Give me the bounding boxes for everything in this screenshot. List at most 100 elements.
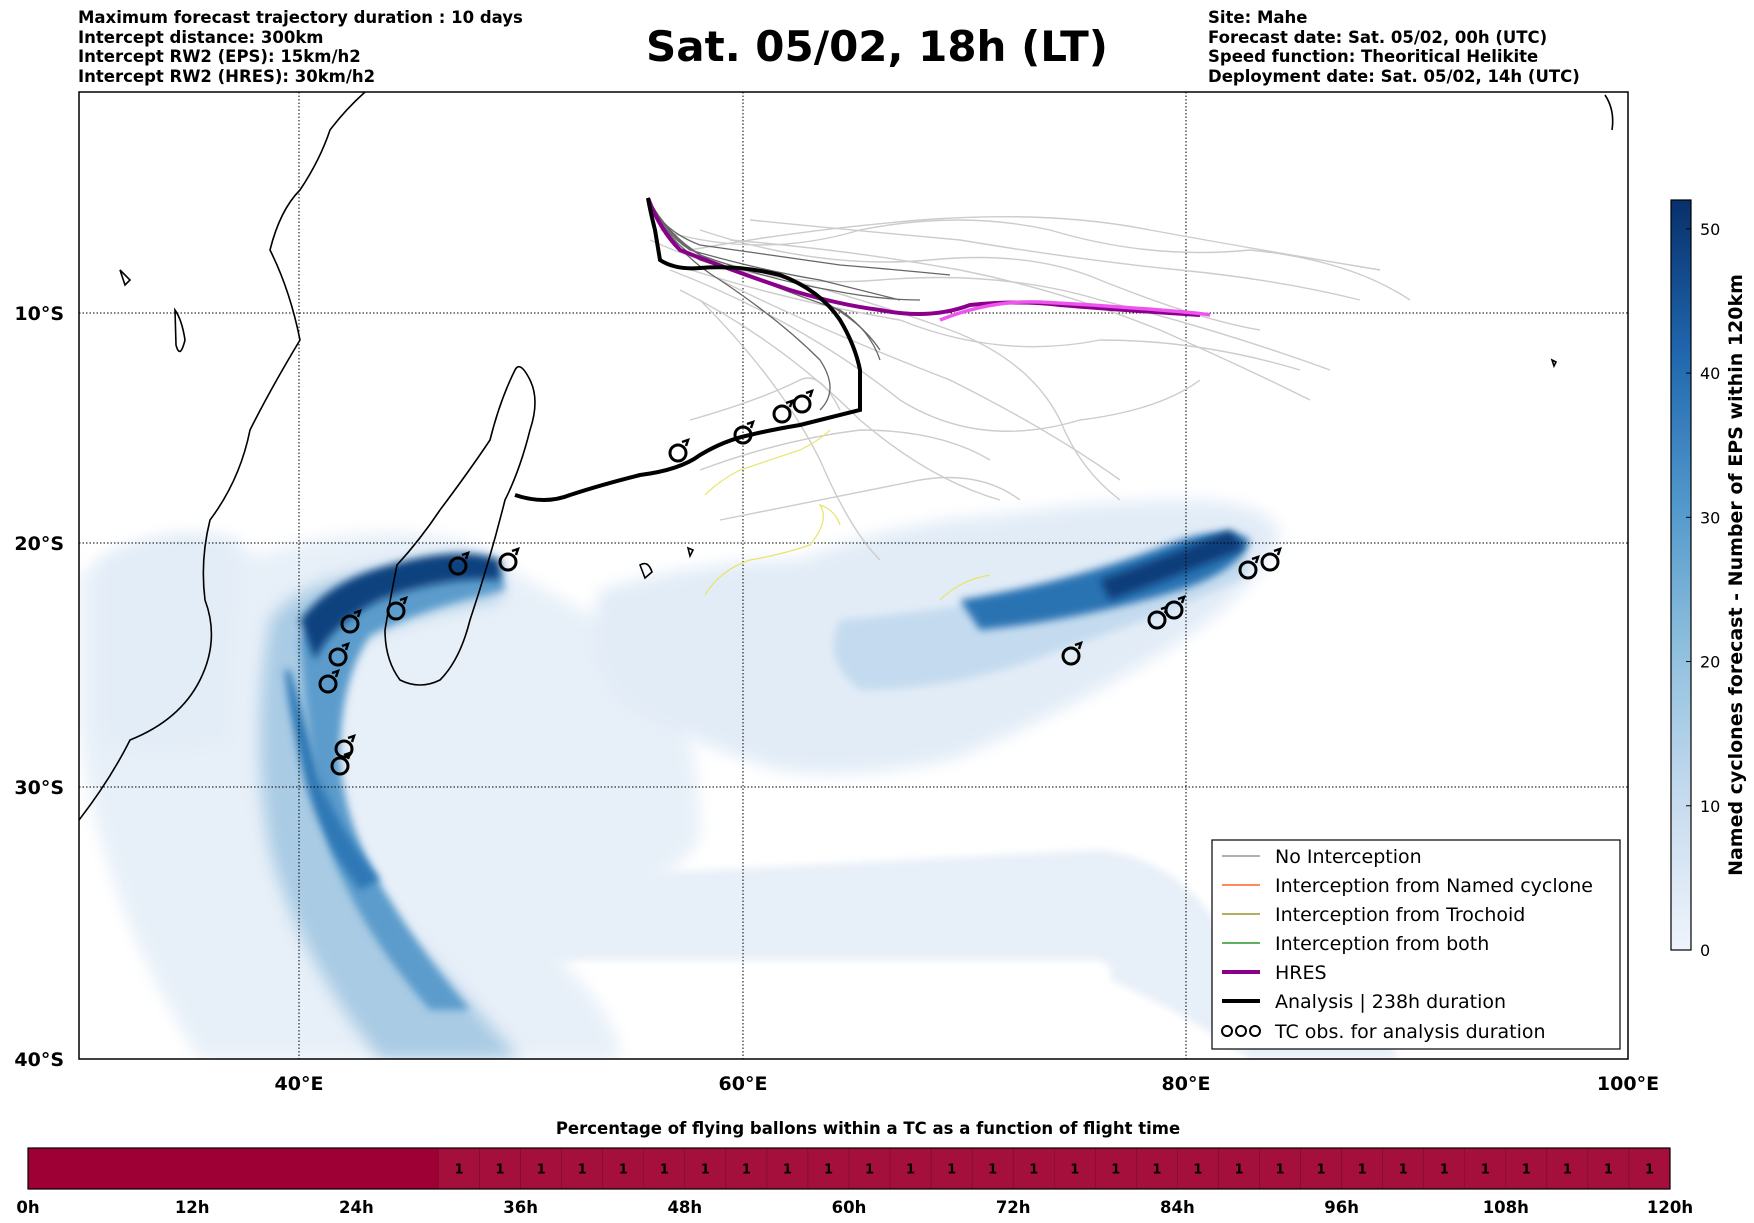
timebar-cell-value: 1	[988, 1163, 997, 1178]
timebar-cell	[1423, 1147, 1465, 1190]
axis-labels: 10°S 20°S 30°S 40°S 40°E 60°E 80°E 100°E	[14, 303, 1659, 1095]
timebar-cell	[1054, 1147, 1096, 1190]
timebar-tick-label: 0h	[16, 1198, 39, 1217]
param-rw2-eps: Intercept RW2 (EPS): 15km/h2	[78, 47, 361, 66]
param-duration: Maximum forecast trajectory duration : 1…	[78, 8, 523, 27]
tc-obs-icon	[334, 734, 356, 759]
legend-label: Analysis | 238h duration	[1275, 991, 1506, 1013]
timebar-cell	[1464, 1147, 1507, 1190]
timebar-cell-value: 1	[824, 1163, 833, 1178]
map-grid	[79, 92, 1628, 1059]
legend-label: TC obs. for analysis duration	[1274, 1021, 1546, 1043]
hres-trajectory	[646, 197, 1201, 317]
timebar-cell-value: 1	[455, 1163, 464, 1178]
timebar-tick-label: 108h	[1483, 1198, 1529, 1217]
colorbar-tick-label: 10	[1700, 797, 1720, 816]
timebar-tick-label: 60h	[832, 1198, 867, 1217]
tc-obs-icon	[448, 551, 470, 576]
timebar-cell-value: 1	[537, 1163, 546, 1178]
timebar-tick-label: 72h	[996, 1198, 1031, 1217]
deployment-date: Deployment date: Sat. 05/02, 14h (UTC)	[1208, 66, 1580, 86]
forecast-date: Forecast date: Sat. 05/02, 00h (UTC)	[1208, 27, 1548, 47]
map-border	[78, 91, 1629, 1060]
cyclone-density-east	[593, 500, 1280, 774]
tc-obs-icon	[318, 669, 340, 694]
legend-label: No Interception	[1275, 846, 1422, 868]
timebar-cell-value: 1	[1481, 1163, 1490, 1178]
colorbar-gradient	[1670, 199, 1692, 951]
timebar-cell-value: 1	[1645, 1163, 1654, 1178]
timebar-cell-value: 1	[1193, 1163, 1202, 1178]
colorbar-tick-label: 0	[1700, 941, 1710, 960]
tc-obs-icon	[1164, 595, 1186, 620]
timebar-cell	[807, 1147, 850, 1190]
legend-label: Interception from both	[1275, 933, 1489, 955]
timebar-cell-value: 1	[1604, 1163, 1613, 1178]
timebar-cell	[1259, 1147, 1301, 1190]
timebar-cell-value: 1	[1234, 1163, 1243, 1178]
tc-obs-icon	[772, 399, 794, 424]
tc-obs-icon	[1260, 547, 1282, 572]
timebar-cell-value: 1	[496, 1163, 505, 1178]
timebar-cell	[1587, 1147, 1630, 1190]
analysis-trajectory	[514, 197, 862, 502]
timebar-cell-value: 1	[906, 1163, 915, 1178]
coastlines	[79, 92, 1614, 821]
page-title: Sat. 05/02, 18h (LT)	[646, 22, 1108, 71]
lon-tick: 100°E	[1597, 1073, 1659, 1095]
lat-tick: 10°S	[14, 303, 64, 325]
tc-obs-icon	[386, 596, 408, 621]
lon-tick: 40°E	[275, 1073, 324, 1095]
tc-obs-icon	[1061, 641, 1083, 666]
timebar-cell-value: 1	[1317, 1163, 1326, 1178]
timebar-cell-value: 1	[1522, 1163, 1531, 1178]
param-intercept-distance: Intercept distance: 300km	[78, 27, 324, 47]
timebar-cell-value: 1	[619, 1163, 628, 1178]
timebar-cell	[1095, 1147, 1137, 1190]
timebar-cell	[1505, 1147, 1548, 1190]
timebar-cell	[1177, 1147, 1219, 1190]
timebar-tick-label: 48h	[667, 1198, 702, 1217]
lon-tick: 80°E	[1162, 1073, 1211, 1095]
lat-tick: 20°S	[14, 533, 64, 555]
timebar-cell	[684, 1147, 727, 1190]
timebar-tick-label: 24h	[339, 1198, 374, 1217]
legend-label: HRES	[1275, 962, 1327, 984]
timebar-cell-value: 1	[1070, 1163, 1079, 1178]
tc-obs-icon	[733, 420, 755, 445]
legend: No Interception Interception from Named …	[1211, 839, 1621, 1050]
timebar-tick-label: 36h	[503, 1198, 538, 1217]
timebar-tick-label: 96h	[1324, 1198, 1359, 1217]
colorbar-tick-label: 20	[1700, 653, 1720, 672]
timebar-cell-value: 1	[578, 1163, 587, 1178]
timebar-cell	[561, 1147, 603, 1190]
timebar-cell-value: 1	[1029, 1163, 1038, 1178]
tc-obs-icon	[328, 642, 350, 667]
timebar-cell-value: 1	[1358, 1163, 1367, 1178]
tc-obs-icon	[340, 609, 362, 634]
timebar-cell	[725, 1147, 768, 1190]
timebar-cell-value: 1	[865, 1163, 874, 1178]
timebar-cell	[889, 1147, 932, 1190]
site-info: Site: Mahe Forecast date: Sat. 05/02, 00…	[1208, 8, 1580, 86]
timebar-tick-label: 120h	[1647, 1198, 1693, 1217]
tc-obs-icon	[1238, 555, 1260, 580]
tc-obs-icon	[330, 751, 352, 776]
timebar-tick-label: 12h	[175, 1198, 210, 1217]
timebar-cell	[848, 1147, 891, 1190]
colorbar-label: Named cyclones forecast - Number of EPS …	[1725, 274, 1747, 876]
lon-tick: 60°E	[719, 1073, 768, 1095]
timebar-border	[27, 1147, 1671, 1190]
legend-label: Interception from Named cyclone	[1275, 875, 1593, 897]
lat-tick: 40°S	[14, 1049, 64, 1071]
timebar-cell	[971, 1147, 1014, 1190]
timebar-cell-value: 1	[947, 1163, 956, 1178]
forecast-parameters: Maximum forecast trajectory duration : 1…	[78, 8, 523, 86]
timebar-cell	[1341, 1147, 1383, 1190]
tc-obs-icon	[498, 547, 520, 572]
timebar-cell-value: 1	[1152, 1163, 1161, 1178]
timebar: 1 1 1 1 1 1 1 1 1 1 1 1 1 1 1 1 1 1 1 1 1 1 1 1 1 1 1 1 1 1 0h 12h 24h 36…	[16, 1147, 1693, 1217]
timebar-cell-value: 1	[783, 1163, 792, 1178]
site-name: Site: Mahe	[1208, 8, 1308, 27]
